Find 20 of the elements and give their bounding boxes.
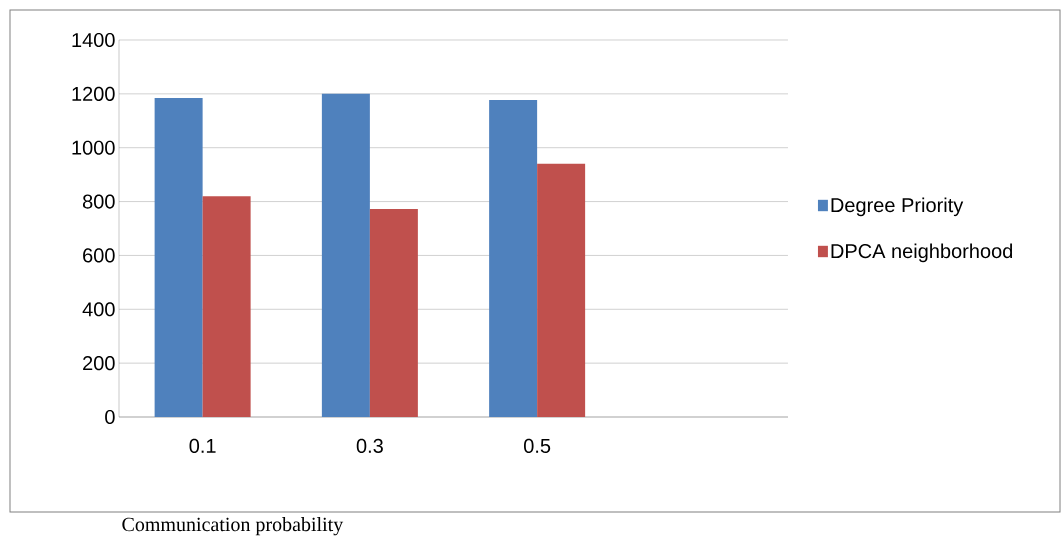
legend-label: Degree Priority xyxy=(831,197,964,217)
y-tick-label: 400 xyxy=(82,302,115,317)
y-tick-label: 1000 xyxy=(72,140,115,155)
x-axis-title: Communication probability xyxy=(122,517,344,536)
x-tick-label: 0.5 xyxy=(524,438,551,453)
legend-label: DPCA neighborhood xyxy=(831,243,1013,263)
y-tick-label: 1200 xyxy=(72,86,115,101)
x-tick-label: 0.1 xyxy=(189,438,216,453)
bar xyxy=(154,97,203,417)
bar xyxy=(202,196,251,417)
bar xyxy=(537,163,586,417)
bar xyxy=(489,100,538,417)
y-tick-label: 200 xyxy=(83,356,115,371)
bar xyxy=(321,93,370,417)
y-tick-label: 1400 xyxy=(72,32,115,48)
y-tick-label: 600 xyxy=(83,248,115,263)
y-tick-label: 800 xyxy=(82,194,115,209)
x-tick-label: 0.3 xyxy=(356,438,383,453)
y-tick-label: 0 xyxy=(105,409,115,425)
bar xyxy=(369,209,418,417)
